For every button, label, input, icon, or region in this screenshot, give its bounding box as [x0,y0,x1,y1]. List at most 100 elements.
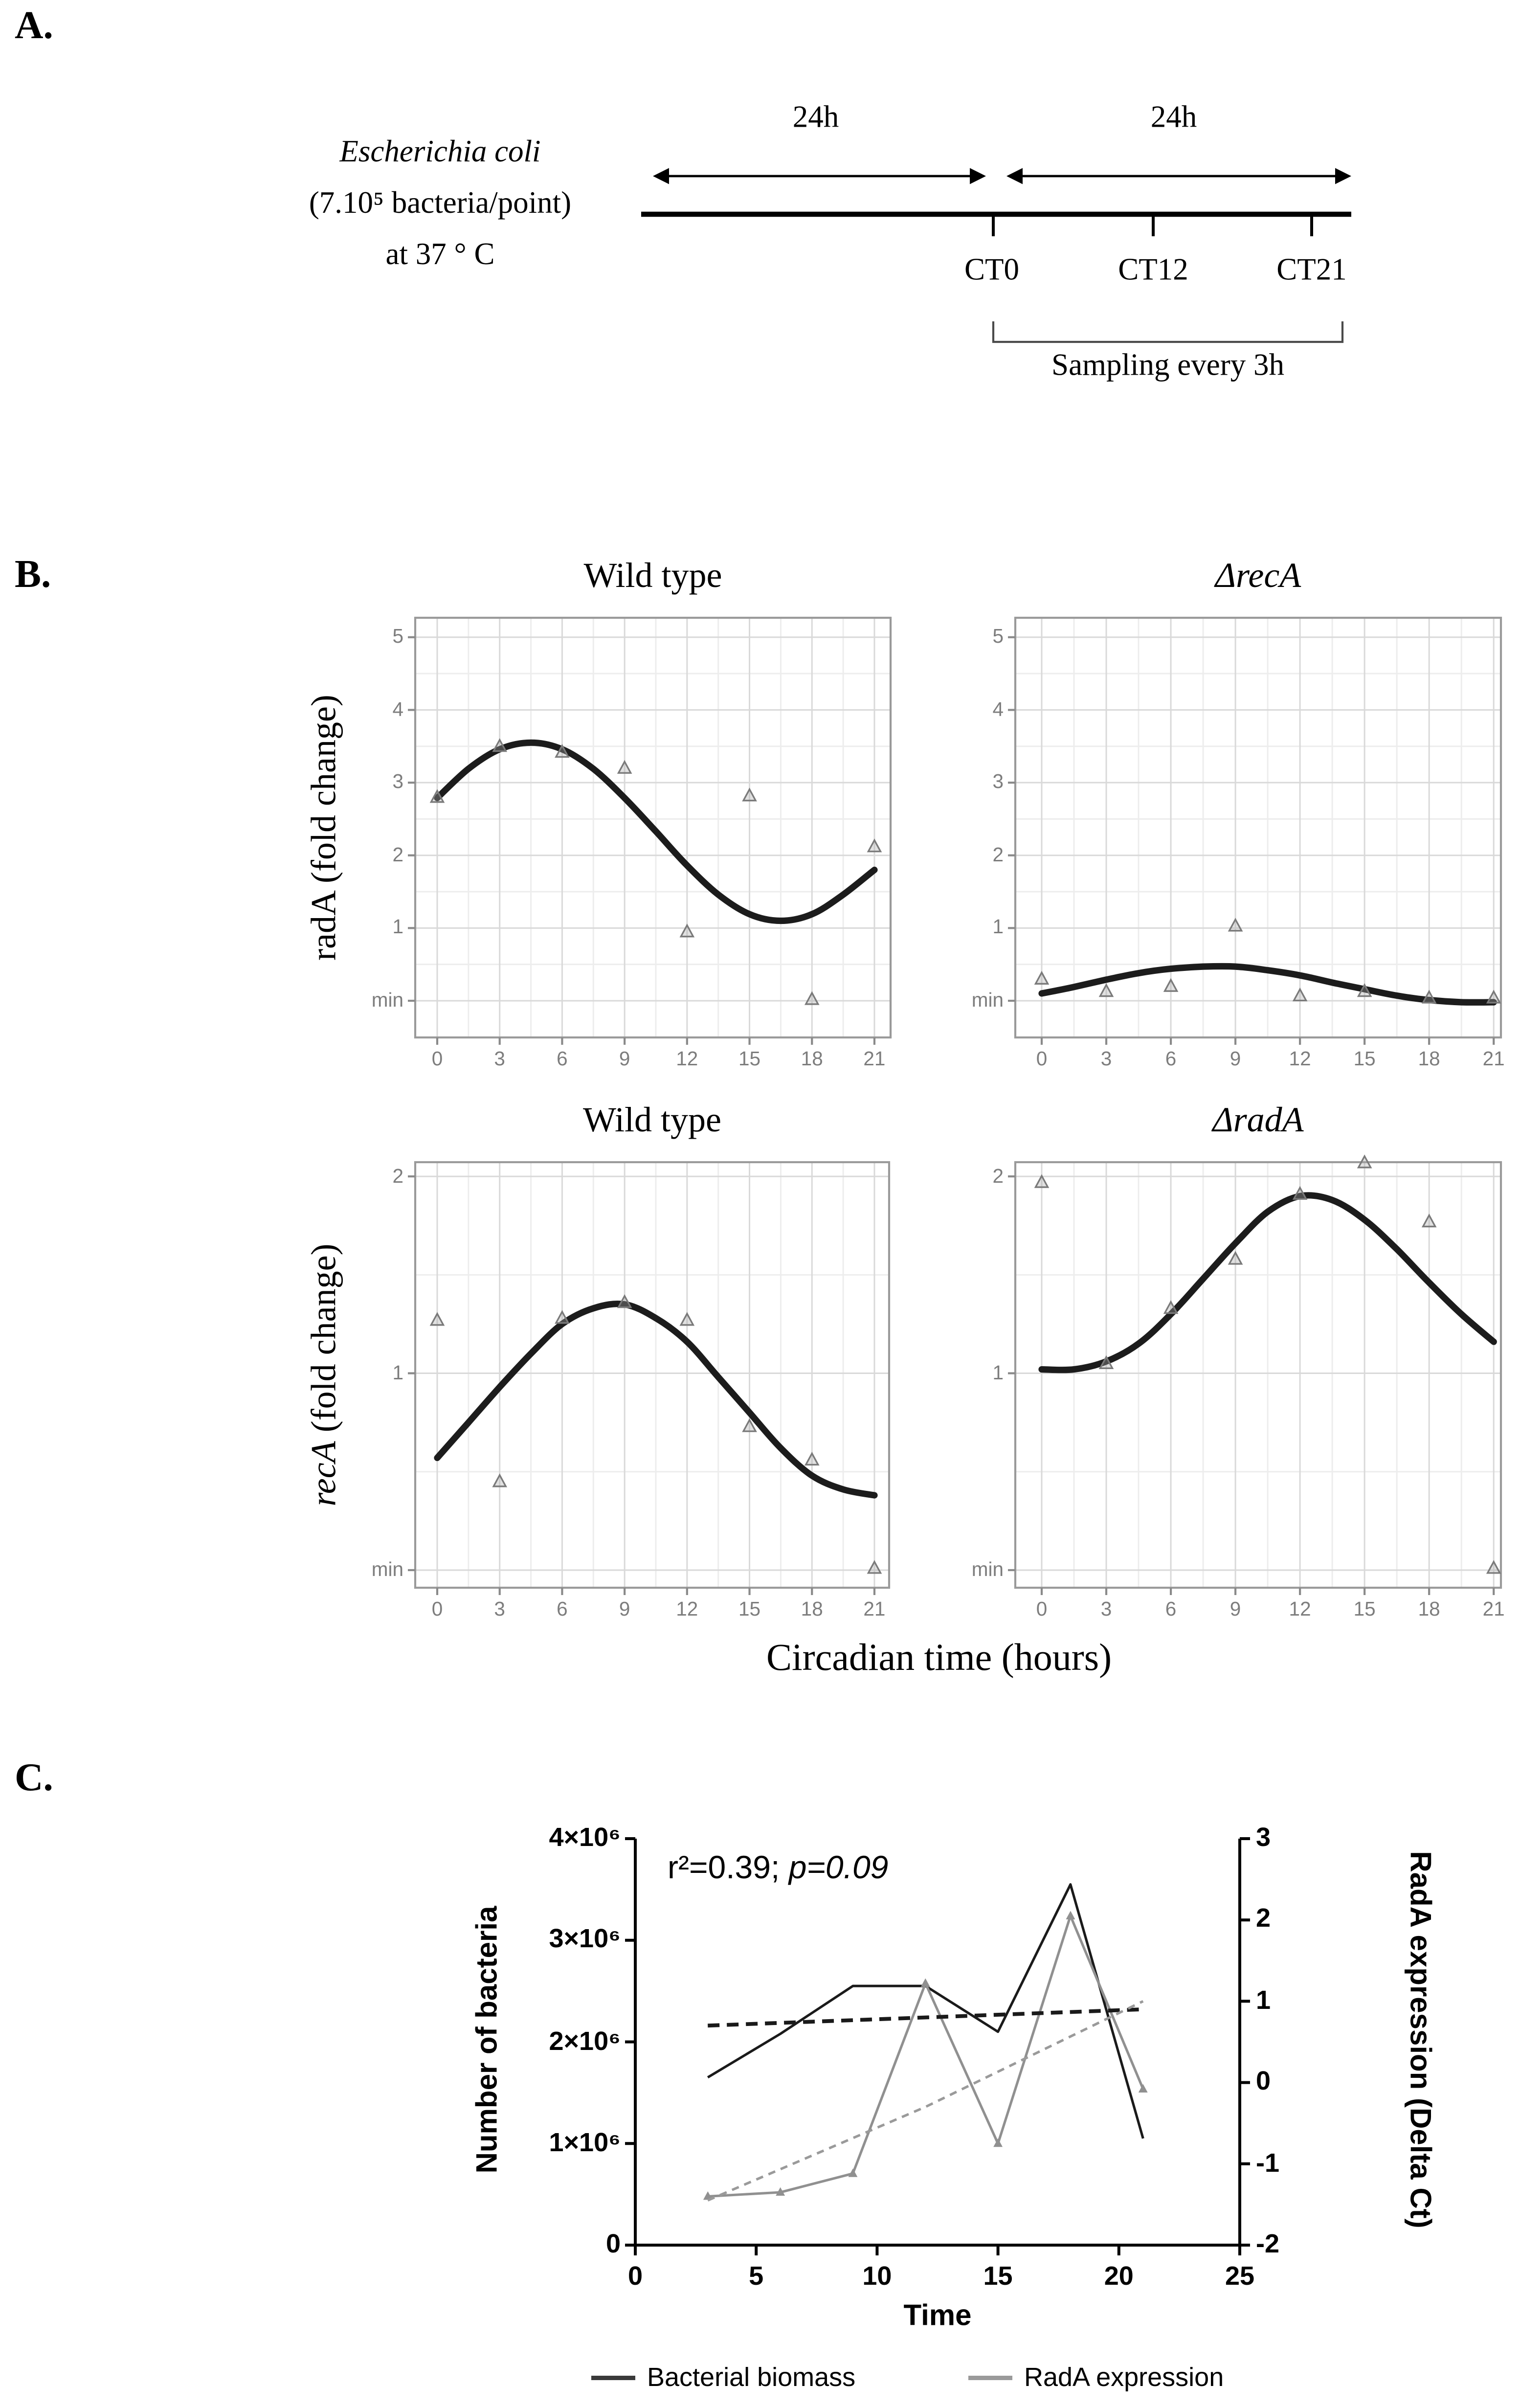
panel-a-label: A. [15,3,53,47]
r-squared-value: r²=0.39; [668,1849,780,1886]
y-tick-label: 3 [992,771,1004,793]
x-tick-label: 15 [738,1598,761,1620]
rada-line-swatch [968,2376,1012,2380]
c-x-tick-label: 10 [862,2261,892,2291]
legend-label-bacterial-biomass: Bacterial biomass [647,2363,856,2392]
panel-b-label: B. [15,552,51,596]
y-tick-label: 4 [992,698,1004,720]
x-tick-label: 6 [557,1598,568,1620]
axis-label-number-of-bacteria: Number of bacteria [471,1906,504,2174]
x-tick-label: 18 [1418,1048,1440,1070]
plot-title-wildtype-rada: Wild type [583,558,722,596]
fold-change-suffix-bottom: (fold change) [306,1243,344,1441]
x-tick-label: 0 [431,1598,443,1620]
y-tick-label: 5 [992,625,1004,648]
x-tick-label: 12 [1289,1598,1311,1620]
y-tick-label: 1 [992,1361,1004,1384]
x-tick-label: 18 [1418,1598,1440,1620]
y-tick-label: 2 [392,1165,403,1187]
x-tick-label: 15 [1353,1598,1376,1620]
c-right-tick-label: 1 [1256,1985,1271,2015]
interval-label-1: 24h [792,99,839,135]
axis-label-time: Time [903,2300,972,2333]
x-tick-label: 3 [1100,1048,1112,1070]
c-x-tick-label: 15 [983,2261,1013,2291]
panel-a-condition-block: Escherichia coli (7.10⁵ bacteria/point) … [220,126,660,280]
c-right-tick-label: 2 [1256,1904,1271,1934]
x-tick-label: 9 [619,1048,630,1070]
timepoint-label-ct0: CT0 [964,251,1020,287]
correlation-annotation: r²=0.39; p=0.09 [668,1849,888,1887]
x-tick-label: 12 [676,1598,698,1620]
x-tick-label: 21 [863,1048,886,1070]
x-tick-label: 3 [494,1048,505,1070]
y-tick-label: min [971,1558,1004,1580]
axis-label-rada-expression: RadA expression (Delta Ct) [1403,1851,1436,2228]
y-tick-label: 2 [392,843,403,866]
axis-label-reca-fold-change: recA (fold change) [306,1243,346,1506]
x-tick-label: 6 [1165,1048,1177,1070]
y-tick-label: 1 [992,916,1004,939]
x-tick-label: 3 [494,1598,505,1620]
c-right-tick-label: 3 [1256,1823,1271,1852]
legend-item-bacterial-biomass: Bacterial biomass [591,2363,855,2393]
c-left-tick-label: 4×10⁶ [549,1823,621,1852]
plot-title-delta-reca: ΔrecA [1215,558,1301,596]
x-tick-label: 15 [1353,1048,1376,1070]
legend-label-rada-expression: RadA expression [1024,2363,1224,2392]
timepoint-label-ct12: CT12 [1118,251,1188,287]
c-x-tick-label: 0 [627,2261,643,2291]
c-left-tick-label: 2×10⁶ [549,2025,621,2055]
legend-item-rada-expression: RadA expression [968,2363,1224,2393]
x-tick-label: 15 [738,1048,761,1070]
x-tick-label: 6 [557,1048,568,1070]
x-tick-label: 0 [1036,1598,1048,1620]
x-tick-label: 0 [1036,1048,1048,1070]
x-tick-label: 18 [801,1598,823,1620]
c-right-tick-label: 0 [1256,2066,1271,2096]
fold-change-suffix-top: (fold change) [306,695,344,892]
c-left-tick-label: 0 [605,2229,621,2258]
timepoint-label-ct21: CT21 [1276,251,1347,287]
y-tick-label: 2 [992,1165,1004,1187]
temperature-text: at 37 ° C [385,236,495,271]
x-tick-label: 9 [619,1598,630,1620]
gene-reca: recA [306,1441,344,1507]
c-left-tick-label: 3×10⁶ [549,1924,621,1954]
x-tick-label: 21 [863,1598,886,1620]
x-tick-label: 18 [801,1048,823,1070]
biomass-line-swatch [591,2376,635,2380]
y-tick-label: 2 [992,843,1004,866]
plot-title-wildtype-reca: Wild type [582,1102,722,1140]
sampling-note: Sampling every 3h [1051,347,1284,383]
x-tick-label: 12 [1289,1048,1311,1070]
c-right-tick-label: -2 [1256,2229,1280,2258]
organism-name: Escherichia coli [339,134,541,169]
x-tick-label: 12 [676,1048,698,1070]
axis-label-rada-fold-change: radA (fold change) [306,695,346,961]
plot-title-delta-rada: ΔradA [1212,1102,1304,1140]
c-left-tick-label: 1×10⁶ [549,2127,621,2157]
x-tick-label: 3 [1100,1598,1112,1620]
x-tick-label: 6 [1165,1598,1177,1620]
y-tick-label: min [371,1558,403,1580]
panel-c-label: C. [15,1755,53,1799]
y-tick-label: min [371,989,403,1011]
c-right-tick-label: -1 [1256,2147,1280,2177]
y-tick-label: 5 [392,625,403,648]
c-x-tick-label: 25 [1225,2261,1255,2291]
y-tick-label: 1 [392,1361,403,1384]
x-tick-label: 0 [431,1048,443,1070]
c-x-tick-label: 20 [1104,2261,1134,2291]
x-tick-label: 9 [1229,1598,1241,1620]
y-tick-label: 3 [392,771,403,793]
c-x-tick-label: 5 [749,2261,764,2291]
y-tick-label: min [971,989,1004,1011]
inoculum-text: (7.10⁵ bacteria/point) [309,185,572,220]
x-tick-label: 21 [1482,1048,1505,1070]
y-tick-label: 4 [392,698,403,720]
p-value: p=0.09 [788,1849,889,1886]
